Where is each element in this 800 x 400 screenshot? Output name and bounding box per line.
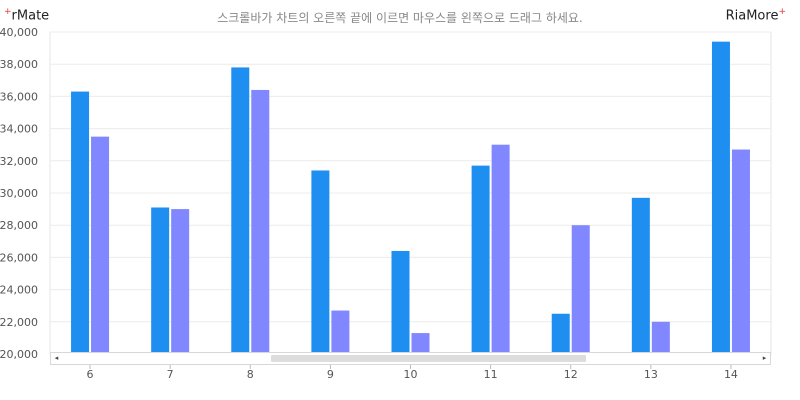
bar-series-2 [91,136,110,354]
x-tick-label: 8 [247,368,254,381]
y-tick-label: 32,000 [0,155,38,168]
x-tick-label: 14 [724,368,738,381]
y-tick-label: 36,000 [0,90,38,103]
x-tick-label: 11 [484,368,498,381]
bar-series-2 [411,333,430,354]
bar-series-1 [551,313,570,354]
bar-series-2 [171,209,190,354]
bar-series-2 [731,149,750,354]
chart-title: 스크롤바가 차트의 오른쪽 끝에 이르면 마우스를 왼쪽으로 드래그 하세요. [217,11,583,25]
x-tick-label: 7 [167,368,174,381]
rmate-logo: +rMate [4,7,49,23]
scrollbar-thumb[interactable] [271,355,586,362]
bar-series-1 [231,67,250,355]
x-tick-label: 9 [327,368,334,381]
bar-series-2 [571,225,590,354]
bar-series-1 [71,91,90,354]
bar-series-2 [251,89,270,355]
x-tick-label: 13 [644,368,658,381]
bar-series-1 [471,165,490,354]
x-tick-label: 10 [404,368,418,381]
bar-series-2 [491,144,510,354]
scroll-right-arrow-icon[interactable]: ▸ [762,354,767,362]
bar-series-1 [311,170,330,354]
y-tick-label: 20,000 [0,348,38,361]
x-tick-label: 12 [564,368,578,381]
y-tick-label: 38,000 [0,58,38,71]
riamore-logo: RiaMore+ [726,7,786,23]
bar-series-1 [711,41,730,354]
logo-star-icon: + [778,7,786,17]
rmate-logo-text: rMate [11,8,50,24]
bar-series-2 [331,310,350,354]
y-tick-label: 28,000 [0,219,38,232]
bar-series-1 [151,207,170,354]
bar-series-1 [391,250,410,354]
bar-series-1 [631,197,650,354]
logo-star-icon: + [4,7,12,17]
bar-series-2 [651,321,670,354]
scroll-left-arrow-icon[interactable]: ◂ [54,354,59,362]
chart-scrollbar[interactable]: ◂ ▸ [50,352,771,365]
x-tick-label: 6 [87,368,94,381]
riamore-logo-text: RiaMore [725,8,779,24]
y-tick-label: 26,000 [0,251,38,264]
y-tick-label: 40,000 [0,26,38,39]
y-tick-label: 22,000 [0,316,38,329]
y-tick-label: 30,000 [0,187,38,200]
y-tick-label: 24,000 [0,284,38,297]
y-tick-label: 34,000 [0,123,38,136]
